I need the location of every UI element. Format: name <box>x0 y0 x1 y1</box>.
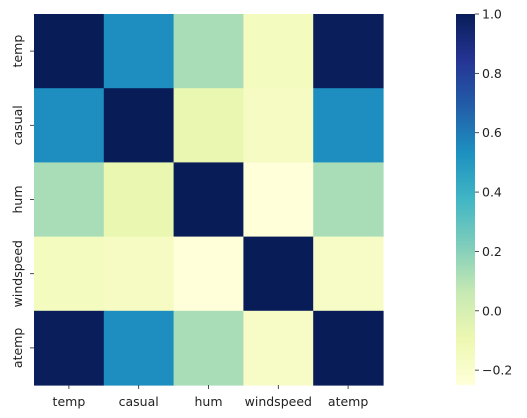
heatmap-cell-atemp-temp <box>34 310 105 386</box>
y-tick-label: casual <box>10 105 25 145</box>
heatmap-cell-windspeed-atemp <box>313 236 384 312</box>
y-tick-label: hum <box>10 185 25 213</box>
y-tick-label: temp <box>10 35 25 68</box>
heatmap-cell-hum-casual <box>103 162 175 238</box>
colorbar-tick-label: 0.0 <box>482 303 502 318</box>
x-tick-label: temp <box>53 394 86 409</box>
colorbar-tick-label: 1.0 <box>482 7 502 22</box>
heatmap-cell-hum-atemp <box>313 162 384 238</box>
heatmap-cell-atemp-hum <box>173 310 244 386</box>
heatmap-cell-casual-hum <box>173 88 244 163</box>
heatmap-cell-windspeed-hum <box>173 236 244 312</box>
heatmap-cell-windspeed-casual <box>103 236 175 312</box>
x-tick-label: windspeed <box>245 394 312 409</box>
y-tick-label: atemp <box>10 328 25 368</box>
heatmap-cells <box>34 14 384 386</box>
heatmap-cell-atemp-windspeed <box>243 310 314 386</box>
heatmap-cell-hum-hum <box>173 162 244 238</box>
x-axis: temp casual hum windspeed atemp <box>53 385 368 409</box>
heatmap-cell-windspeed-windspeed <box>243 236 314 312</box>
heatmap-cell-hum-windspeed <box>243 162 314 238</box>
heatmap-cell-windspeed-temp <box>34 236 105 312</box>
heatmap-cell-casual-temp <box>34 88 105 163</box>
heatmap-cell-casual-windspeed <box>243 88 314 163</box>
heatmap-cell-atemp-atemp <box>313 310 384 386</box>
colorbar-tick-label: 0.8 <box>482 66 502 81</box>
y-tick-label: windspeed <box>10 240 25 307</box>
colorbar-gradient <box>456 14 475 385</box>
colorbar: −0.2 0.0 0.2 0.4 0.6 0.8 1.0 <box>456 7 512 385</box>
colorbar-tick-label: −0.2 <box>482 363 512 378</box>
colorbar-tick-label: 0.4 <box>482 185 502 200</box>
heatmap-cell-temp-casual <box>103 14 175 89</box>
heatmap-cell-temp-atemp <box>313 14 384 89</box>
heatmap-cell-hum-temp <box>34 162 105 238</box>
heatmap-cell-temp-temp <box>34 14 105 89</box>
x-tick-label: hum <box>194 394 222 409</box>
heatmap-cell-temp-hum <box>173 14 244 89</box>
heatmap-cell-temp-windspeed <box>243 14 314 89</box>
colorbar-tick-label: 0.2 <box>482 244 502 259</box>
heatmap-cell-casual-atemp <box>313 88 384 163</box>
colorbar-tick-label: 0.6 <box>482 125 502 140</box>
x-tick-label: casual <box>119 394 159 409</box>
heatmap-cell-casual-casual <box>103 88 175 163</box>
heatmap-cell-atemp-casual <box>103 310 175 386</box>
y-axis: temp casual hum windspeed atemp <box>10 35 34 368</box>
x-tick-label: atemp <box>328 394 368 409</box>
